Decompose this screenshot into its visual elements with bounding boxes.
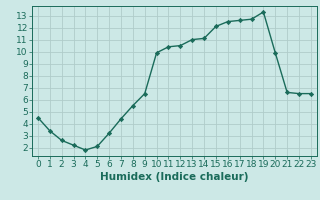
X-axis label: Humidex (Indice chaleur): Humidex (Indice chaleur) bbox=[100, 172, 249, 182]
